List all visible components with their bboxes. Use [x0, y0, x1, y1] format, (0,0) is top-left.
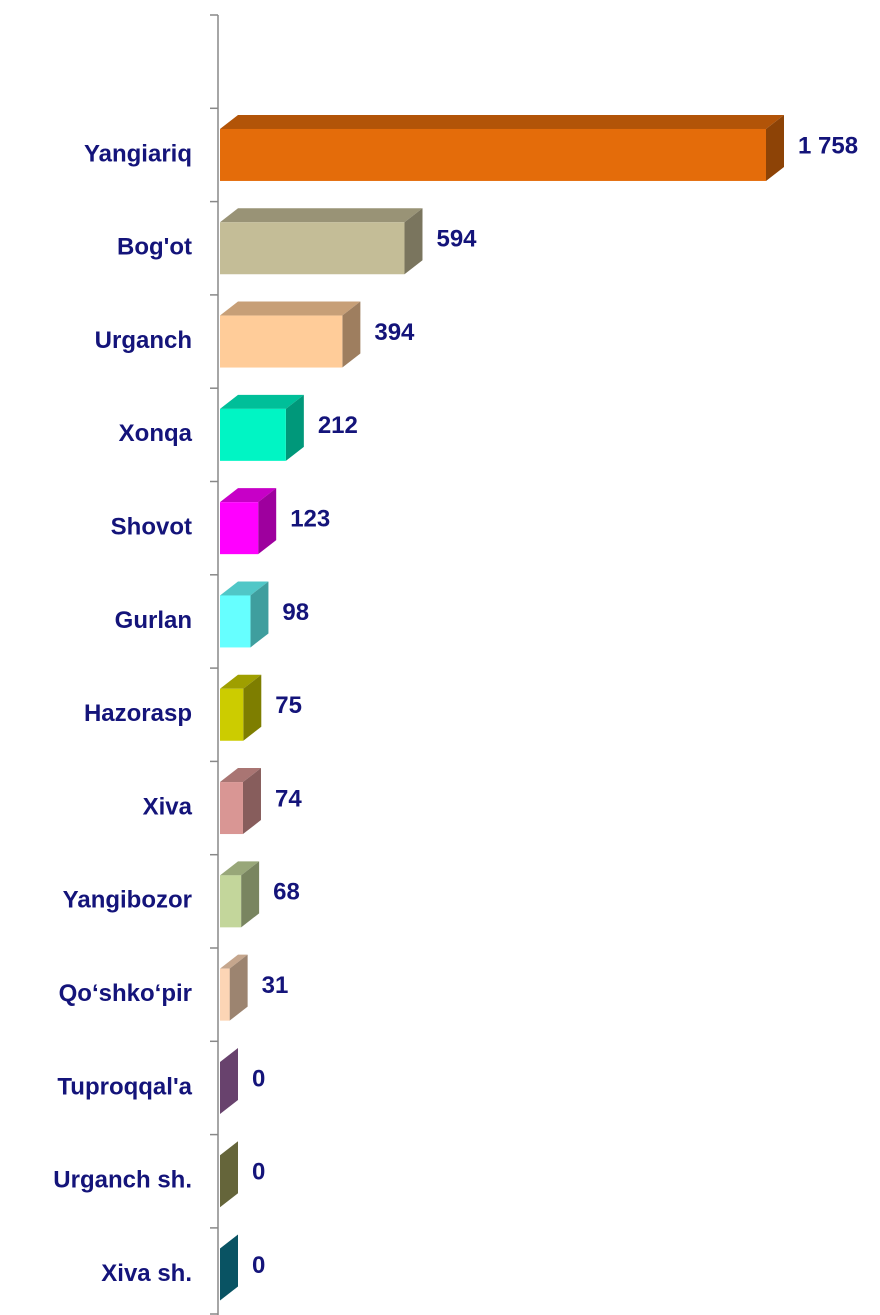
bar-side — [241, 861, 260, 928]
bar-side — [766, 114, 784, 181]
bar-side — [229, 954, 248, 1021]
value-label: 0 — [252, 1159, 265, 1186]
bar — [220, 502, 259, 555]
category-label: Xiva — [143, 793, 193, 820]
bar — [220, 688, 244, 741]
bar — [220, 408, 286, 461]
value-label: 98 — [282, 599, 309, 626]
bar — [220, 128, 766, 181]
bar-top — [220, 488, 277, 503]
value-label: 123 — [290, 505, 330, 532]
value-label: 594 — [436, 226, 477, 253]
category-label: Hazorasp — [84, 700, 192, 727]
bar — [220, 968, 230, 1021]
bar-top — [220, 114, 784, 129]
bar-side — [220, 1234, 238, 1301]
bar — [220, 222, 405, 275]
category-label: Yangibozor — [63, 887, 192, 914]
bar-top — [220, 581, 269, 596]
bar-top — [220, 208, 423, 223]
value-label: 212 — [318, 412, 358, 439]
bar-side — [220, 1141, 238, 1208]
category-label: Xiva sh. — [101, 1260, 192, 1287]
bar-side — [243, 674, 262, 741]
bar-top — [220, 301, 361, 316]
value-label: 1 758 — [798, 132, 858, 159]
value-label: 394 — [374, 319, 415, 346]
category-label: Gurlan — [115, 607, 192, 634]
category-label: Yangiariq — [84, 140, 192, 167]
category-label: Bog'ot — [117, 234, 192, 261]
bar-top — [220, 861, 260, 876]
bar-top — [220, 954, 248, 969]
category-label: Urganch — [95, 327, 192, 354]
bar-side — [220, 1047, 238, 1114]
value-label: 0 — [252, 1065, 265, 1092]
bar-top — [220, 674, 262, 689]
category-label: Xonqa — [119, 420, 193, 447]
bar — [220, 315, 343, 368]
value-label: 75 — [275, 692, 302, 719]
bar-side — [342, 301, 361, 368]
bar-side — [285, 394, 304, 461]
value-label: 68 — [273, 879, 300, 906]
bar-side — [242, 768, 261, 835]
category-label: Tuproqqal'a — [57, 1073, 192, 1100]
bar-top — [220, 394, 304, 409]
category-label: Qo‘shko‘pir — [59, 980, 192, 1007]
bar-side — [258, 488, 277, 555]
bar-top — [220, 768, 261, 783]
value-label: 0 — [252, 1252, 265, 1279]
category-label: Urganch sh. — [53, 1167, 192, 1194]
value-label: 31 — [262, 972, 289, 999]
bar-side — [250, 581, 269, 648]
value-label: 74 — [275, 785, 302, 812]
bar-side — [404, 208, 423, 275]
bar — [220, 875, 242, 928]
category-label: Shovot — [111, 513, 192, 540]
bar — [220, 595, 251, 648]
bar — [220, 782, 243, 835]
